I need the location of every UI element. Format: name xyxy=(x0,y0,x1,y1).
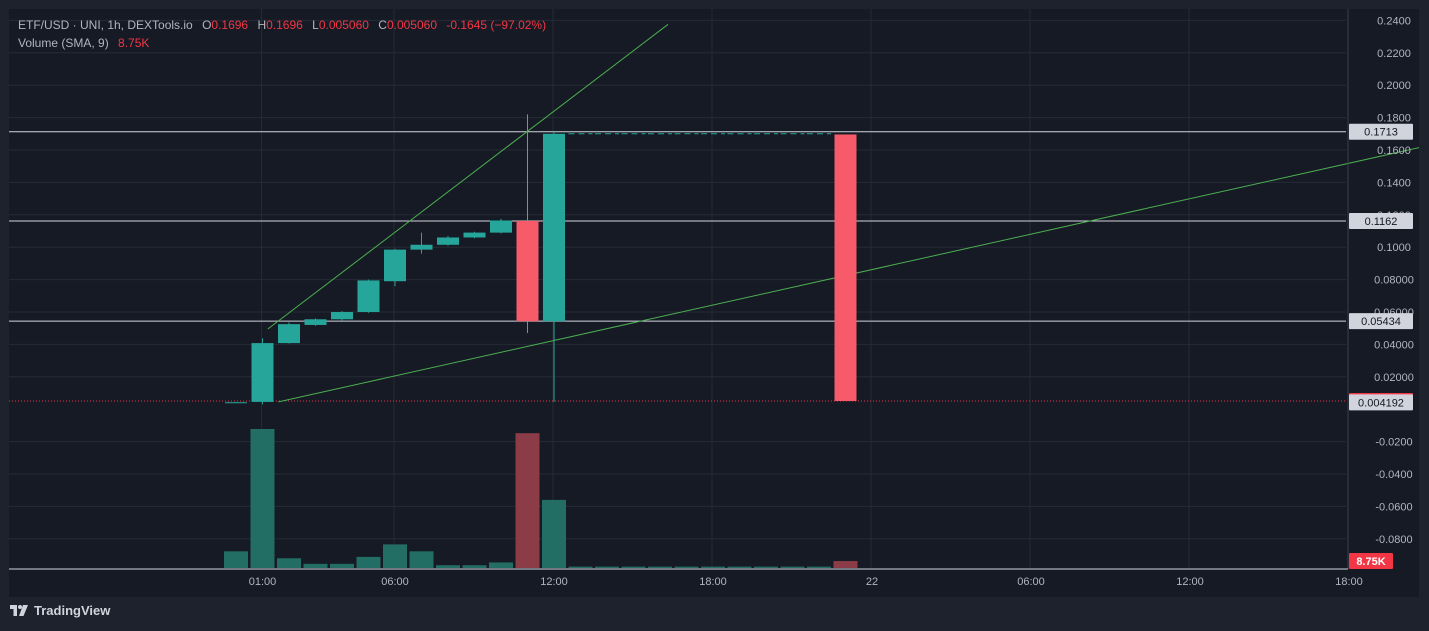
time-tick-label: 18:00 xyxy=(699,576,727,588)
candle-body xyxy=(410,244,433,250)
legend-change: -0.1645 (−97.02%) xyxy=(446,18,547,32)
time-tick-label: 18:00 xyxy=(1335,576,1363,588)
trendline xyxy=(267,24,669,330)
volume-bar xyxy=(701,566,725,568)
legend-open-label: O xyxy=(202,18,212,32)
legend-volume-row: Volume (SMA, 9) 8.75K xyxy=(18,34,546,52)
volume-sma-tag-bg xyxy=(1349,553,1393,569)
hline-price-tag: 0.05434 xyxy=(1361,316,1401,328)
volume-bar xyxy=(807,566,831,568)
brand-name: TradingView xyxy=(34,603,111,618)
price-tick-label: 0.1600 xyxy=(1377,145,1411,157)
hline-price-tag-bg xyxy=(1349,123,1413,140)
tradingview-brand[interactable]: TradingView xyxy=(10,603,110,618)
hline-price-tag: 0.1162 xyxy=(1365,216,1398,228)
legend-open-value: 0.1696 xyxy=(211,18,249,32)
candle-body xyxy=(357,280,380,312)
volume-bar xyxy=(542,499,566,568)
price-tag-secondary-bg xyxy=(1349,394,1413,411)
price-tick-label: -0.0400 xyxy=(1375,469,1412,481)
candle-body xyxy=(251,343,274,402)
time-tick-label: 01:00 xyxy=(249,576,277,588)
time-tick-label: 06:00 xyxy=(381,576,409,588)
volume-bar xyxy=(515,433,540,568)
candle-body xyxy=(490,220,512,233)
price-tick-label: 0.1800 xyxy=(1377,113,1411,125)
legend-close-value: 0.005060 xyxy=(386,18,437,32)
price-tick-label: 0.02000 xyxy=(1374,372,1414,384)
volume-bar xyxy=(648,566,672,568)
volume-bar xyxy=(277,558,301,568)
hline-price-tag: 0.1713 xyxy=(1364,127,1398,139)
time-tick-label: 12:00 xyxy=(1176,576,1204,588)
price-tick-label: 0.2200 xyxy=(1377,48,1411,60)
price-tick-label: 0.1400 xyxy=(1377,177,1411,189)
time-tick-label: 06:00 xyxy=(1017,576,1045,588)
candle-body xyxy=(543,133,565,322)
candle-body xyxy=(384,249,406,282)
legend-close-label: C xyxy=(378,18,387,32)
volume-bar xyxy=(356,556,381,568)
volume-bar xyxy=(754,566,778,568)
volume-bar xyxy=(595,566,619,568)
volume-sma-tag: 8.75K xyxy=(1356,556,1385,568)
volume-bar xyxy=(330,563,354,568)
volume-bar xyxy=(489,562,513,568)
volume-bar xyxy=(409,551,434,568)
volume-bar xyxy=(674,566,699,568)
hline-price-tag-bg xyxy=(1349,212,1413,229)
price-tick-label: 0.08000 xyxy=(1374,275,1414,287)
legend-low-label: L xyxy=(312,18,319,32)
candle-body xyxy=(225,402,247,404)
chart-pane[interactable]: 0.24000.22000.20000.18000.16000.14000.12… xyxy=(9,9,1429,597)
time-tick-label: 12:00 xyxy=(540,576,568,588)
volume-bar xyxy=(568,566,593,568)
candle-body xyxy=(516,220,539,322)
volume-bar xyxy=(224,551,248,568)
legend-high-label: H xyxy=(257,18,267,32)
time-tick-label: 22 xyxy=(866,576,878,588)
price-tick-label: 0.2000 xyxy=(1377,80,1411,92)
price-chart-svg[interactable]: 0.24000.22000.20000.18000.16000.14000.12… xyxy=(9,9,1429,597)
price-tick-label: -0.0600 xyxy=(1375,501,1412,513)
volume-bar xyxy=(383,544,407,568)
volume-bar xyxy=(833,561,858,568)
price-tick-label: -0.0800 xyxy=(1375,534,1412,546)
trendline xyxy=(278,144,1429,403)
candle-body xyxy=(278,324,300,344)
volume-bar xyxy=(780,566,805,568)
volume-bar xyxy=(462,565,487,568)
tradingview-logo-icon xyxy=(10,604,28,616)
volume-bar xyxy=(621,566,646,568)
volume-bar xyxy=(303,563,328,568)
price-tick-label: 0.04000 xyxy=(1374,339,1414,351)
candle-body xyxy=(834,134,857,401)
legend-volume-value: 8.75K xyxy=(118,36,150,50)
volume-bar xyxy=(250,429,275,568)
volume-bar xyxy=(436,565,460,568)
price-tick-label: 0.2400 xyxy=(1377,15,1411,27)
volume-bar xyxy=(727,566,752,568)
candle-body xyxy=(463,232,486,238)
chart-legend: ETF/USD · UNI, 1h, DEXTools.io O0.1696 H… xyxy=(18,16,546,52)
price-tick-label: -0.0200 xyxy=(1375,437,1412,449)
candle-body xyxy=(304,319,327,325)
legend-ohlc-row: ETF/USD · UNI, 1h, DEXTools.io O0.1696 H… xyxy=(18,16,546,34)
legend-symbol: ETF/USD · UNI, 1h, DEXTools.io xyxy=(18,18,193,32)
legend-low-value: 0.005060 xyxy=(318,18,369,32)
legend-high-value: 0.1696 xyxy=(266,18,303,32)
legend-volume-label: Volume (SMA, 9) xyxy=(18,36,109,50)
candle-body xyxy=(331,311,353,320)
hline-price-tag-bg xyxy=(1349,313,1413,330)
price-tag-secondary: 0.004192 xyxy=(1358,397,1404,409)
price-tick-label: 0.1000 xyxy=(1377,242,1411,254)
candle-body xyxy=(437,237,459,245)
